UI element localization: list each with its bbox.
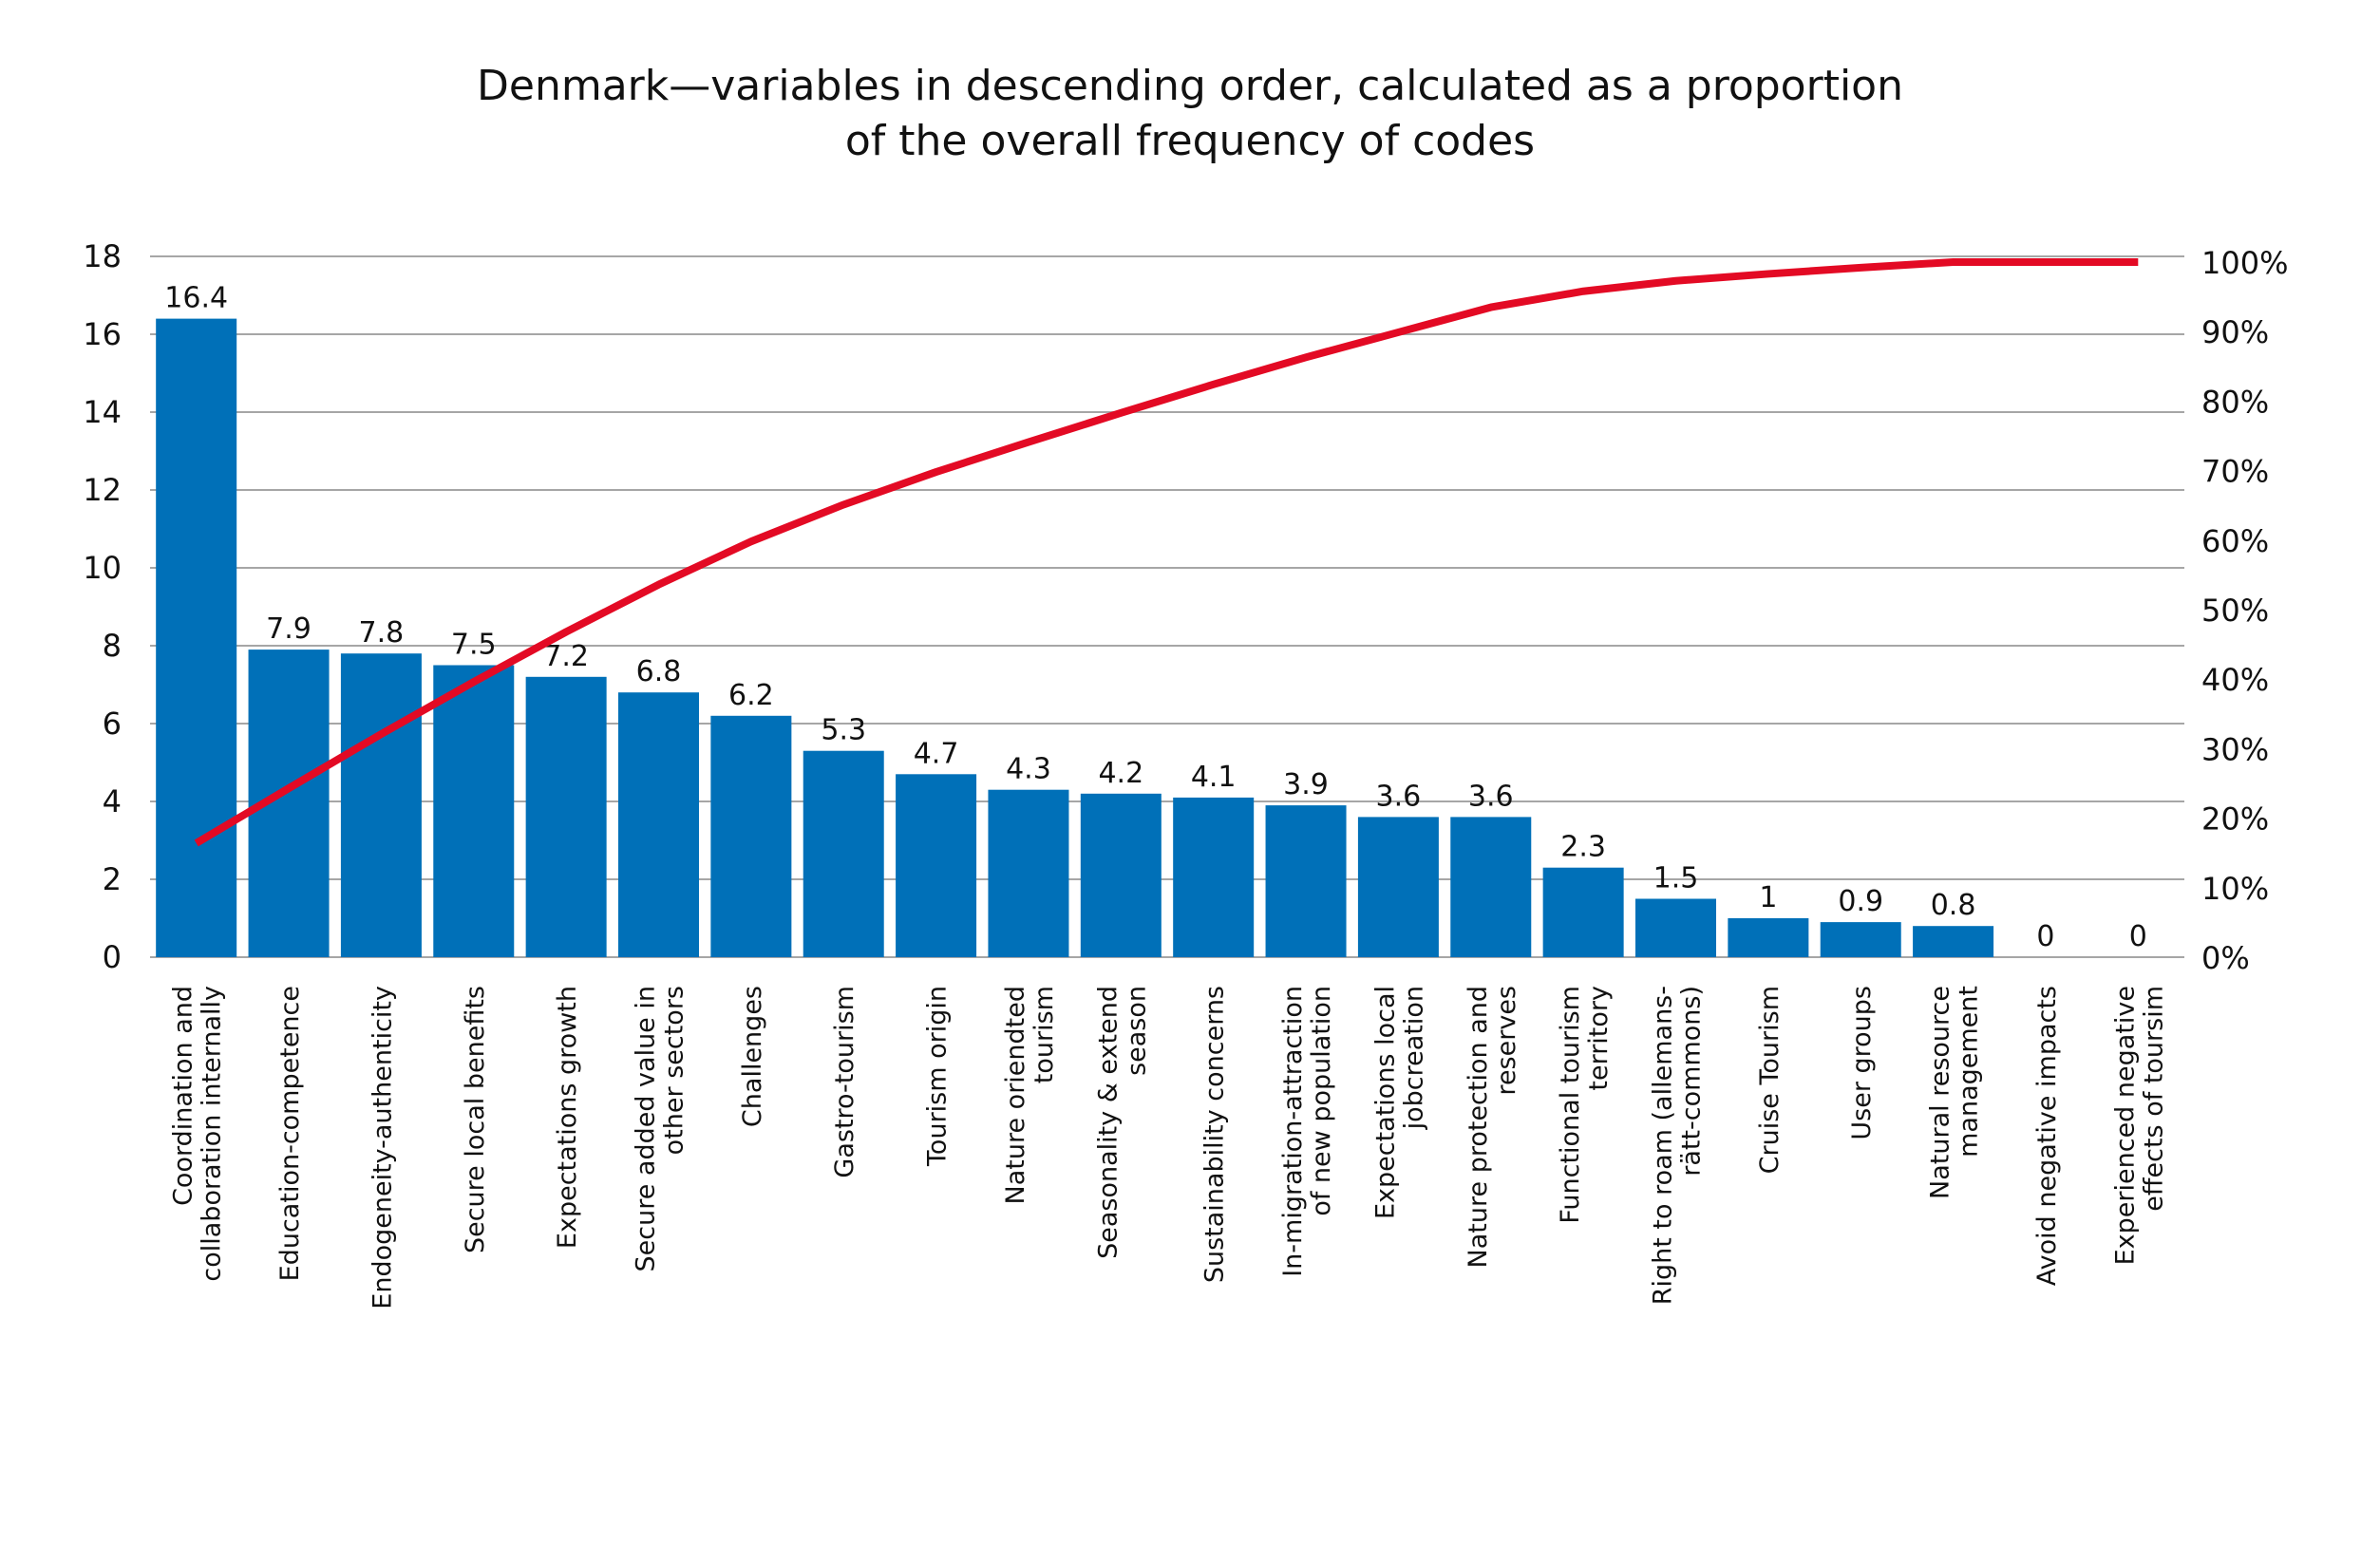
bar xyxy=(156,318,237,958)
data-label: 6.8 xyxy=(636,655,682,688)
category-label: Natural resourcemanagement xyxy=(1926,986,1984,1199)
cumulative-line xyxy=(194,258,2139,847)
bar xyxy=(1080,793,1162,957)
y-tick-label: 16 xyxy=(83,316,122,352)
data-label: 3.9 xyxy=(1283,768,1329,801)
data-label: 7.2 xyxy=(543,640,589,673)
bar xyxy=(896,774,977,957)
y2-tick-label: 20% xyxy=(2201,801,2269,838)
y2-tick-label: 40% xyxy=(2201,662,2269,698)
y2-tick-label: 0% xyxy=(2201,940,2250,976)
category-label: In-migration-attractionof new population xyxy=(1278,986,1336,1277)
bar xyxy=(340,653,422,957)
y2-tick-label: 100% xyxy=(2201,245,2288,281)
data-label: 7.8 xyxy=(359,616,405,650)
category-label: Functional tourismterritory xyxy=(1556,986,1614,1224)
y2-tick-label: 60% xyxy=(2201,523,2269,559)
bar xyxy=(618,692,699,957)
y-tick-label: 6 xyxy=(103,706,122,742)
y-tick-label: 0 xyxy=(103,939,122,975)
bar xyxy=(1635,898,1716,957)
category-label: Expectations localjobcreation xyxy=(1370,986,1428,1219)
data-label: 0 xyxy=(2036,920,2054,953)
bar xyxy=(525,676,607,957)
category-label: Nature oriendtedtourism xyxy=(1001,986,1059,1204)
bar xyxy=(1728,918,1809,957)
y2-tick-label: 90% xyxy=(2201,314,2269,350)
data-label: 6.2 xyxy=(728,679,774,712)
bar xyxy=(1542,867,1624,957)
data-label: 0.8 xyxy=(1931,889,1976,922)
data-label: 3.6 xyxy=(1376,780,1422,813)
y2-tick-label: 80% xyxy=(2201,384,2269,420)
bar xyxy=(1357,817,1439,957)
y2-tick-label: 70% xyxy=(2201,454,2269,490)
data-label: 4.7 xyxy=(914,737,959,770)
category-label: Endogeneity-authenticity xyxy=(368,986,397,1309)
data-label: 7.9 xyxy=(266,612,312,646)
category-label: Avoid negative impacts xyxy=(2032,986,2062,1286)
bar xyxy=(1913,926,1994,957)
data-label: 16.4 xyxy=(164,282,228,315)
data-label: 4.2 xyxy=(1098,757,1143,790)
category-label: Sustainability concerns xyxy=(1200,986,1230,1283)
data-label: 0 xyxy=(2129,920,2147,953)
bar xyxy=(988,789,1069,957)
category-label: Tourism origin xyxy=(923,986,953,1167)
y-tick-label: 10 xyxy=(83,550,122,586)
data-label: 0.9 xyxy=(1838,885,1883,918)
chart-title-line-2: of the overall frequency of codes xyxy=(844,117,1536,165)
category-label: Right to roam (allemans-rätt-commons) xyxy=(1649,986,1707,1305)
y2-tick-label: 10% xyxy=(2201,871,2269,907)
category-label: Experienced negativeeffects of toursim xyxy=(2110,986,2168,1265)
y2-tick-label: 30% xyxy=(2201,731,2269,767)
chart-title-line-1: Denmark—variables in descending order, c… xyxy=(477,62,1903,110)
data-label: 1.5 xyxy=(1653,862,1699,895)
y-tick-label: 14 xyxy=(83,394,122,430)
data-label: 4.3 xyxy=(1006,753,1051,786)
y-tick-label: 12 xyxy=(83,472,122,508)
category-label: Education-competence xyxy=(275,986,305,1281)
y-tick-label: 18 xyxy=(83,238,122,274)
bar xyxy=(1265,805,1347,957)
data-label: 5.3 xyxy=(821,714,866,747)
category-label: Cruise Tourism xyxy=(1755,986,1785,1174)
data-label: 4.1 xyxy=(1191,761,1237,794)
category-label: Coordination andcollaboration internally xyxy=(169,986,227,1282)
bar xyxy=(1820,922,1901,957)
bar xyxy=(1173,797,1255,957)
y-tick-label: 4 xyxy=(103,783,122,819)
category-label: Nature protection andreserves xyxy=(1464,986,1521,1268)
category-label: User groups xyxy=(1847,986,1877,1140)
y2-tick-label: 50% xyxy=(2201,593,2269,629)
bar xyxy=(710,715,792,957)
category-label: Challenges xyxy=(738,986,767,1127)
data-label: 3.6 xyxy=(1468,780,1514,813)
data-label: 1 xyxy=(1759,881,1777,914)
chart-title: Denmark—variables in descending order, c… xyxy=(0,59,2380,169)
data-label: 2.3 xyxy=(1560,831,1606,864)
y-tick-label: 2 xyxy=(103,861,122,897)
category-label: Secure added value inother sectors xyxy=(632,986,689,1272)
category-label: Gastro-tourism xyxy=(830,986,859,1178)
bar xyxy=(1450,817,1532,957)
data-label: 7.5 xyxy=(451,629,497,662)
category-label: Secure local benefits xyxy=(461,986,490,1253)
category-label: Seasonality & extendseason xyxy=(1093,986,1151,1259)
bar xyxy=(433,665,515,957)
category-label: Expectations growth xyxy=(553,986,582,1249)
bar xyxy=(803,750,884,957)
y-tick-label: 8 xyxy=(103,628,122,664)
